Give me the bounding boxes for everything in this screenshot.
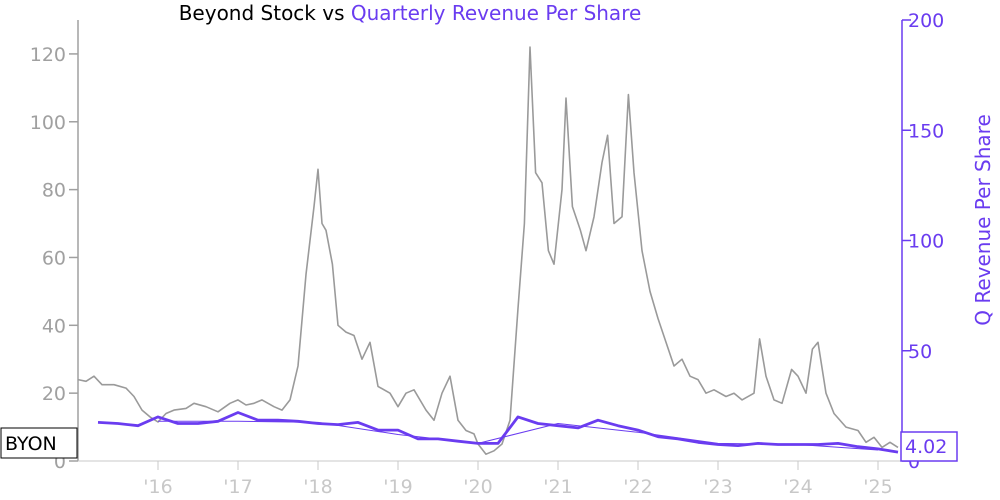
left-tick-label: 120 [30, 44, 66, 66]
x-tick-label: '24 [783, 476, 812, 498]
series-line-1 [97, 411, 899, 454]
x-tick-label: '20 [463, 476, 492, 498]
left-tick-label: 100 [30, 112, 66, 134]
right-tick-label: 50 [908, 341, 932, 363]
x-tick-label: '19 [383, 476, 412, 498]
series-line-0 [77, 46, 899, 456]
x-tick-label: '25 [863, 476, 892, 498]
left-tick-label: 60 [42, 247, 66, 269]
left-tick-label: 20 [42, 383, 66, 405]
chart-title: Beyond Stock vs Quarterly Revenue Per Sh… [179, 1, 642, 25]
ticker-label: BYON [5, 433, 57, 455]
series-line-2 [158, 420, 879, 451]
x-tick-label: '16 [143, 476, 172, 498]
left-tick-label: 40 [42, 315, 66, 337]
left-tick-label: 80 [42, 180, 66, 202]
x-tick-label: '21 [543, 476, 572, 498]
x-tick-label: '22 [623, 476, 652, 498]
x-tick-label: '17 [223, 476, 252, 498]
right-tick-label: 150 [908, 120, 944, 142]
series-layer [77, 46, 899, 456]
x-axis: '16 '17 '18 '19 '20 '21 '22 '23 '24 '25 [78, 460, 902, 498]
last-value-box [900, 431, 958, 462]
last-value-label: 4.02 [905, 436, 947, 458]
x-tick-label: '18 [303, 476, 332, 498]
ticker-box [0, 427, 78, 459]
chart-title-main: Beyond Stock vs [179, 1, 345, 25]
right-tick-label: 200 [908, 10, 944, 32]
right-axis-label: Q Revenue Per Share [971, 114, 995, 326]
chart-title-accent: Quarterly Revenue Per Share [351, 1, 641, 25]
x-tick-label: '23 [703, 476, 732, 498]
right-tick-label: 100 [908, 231, 944, 253]
